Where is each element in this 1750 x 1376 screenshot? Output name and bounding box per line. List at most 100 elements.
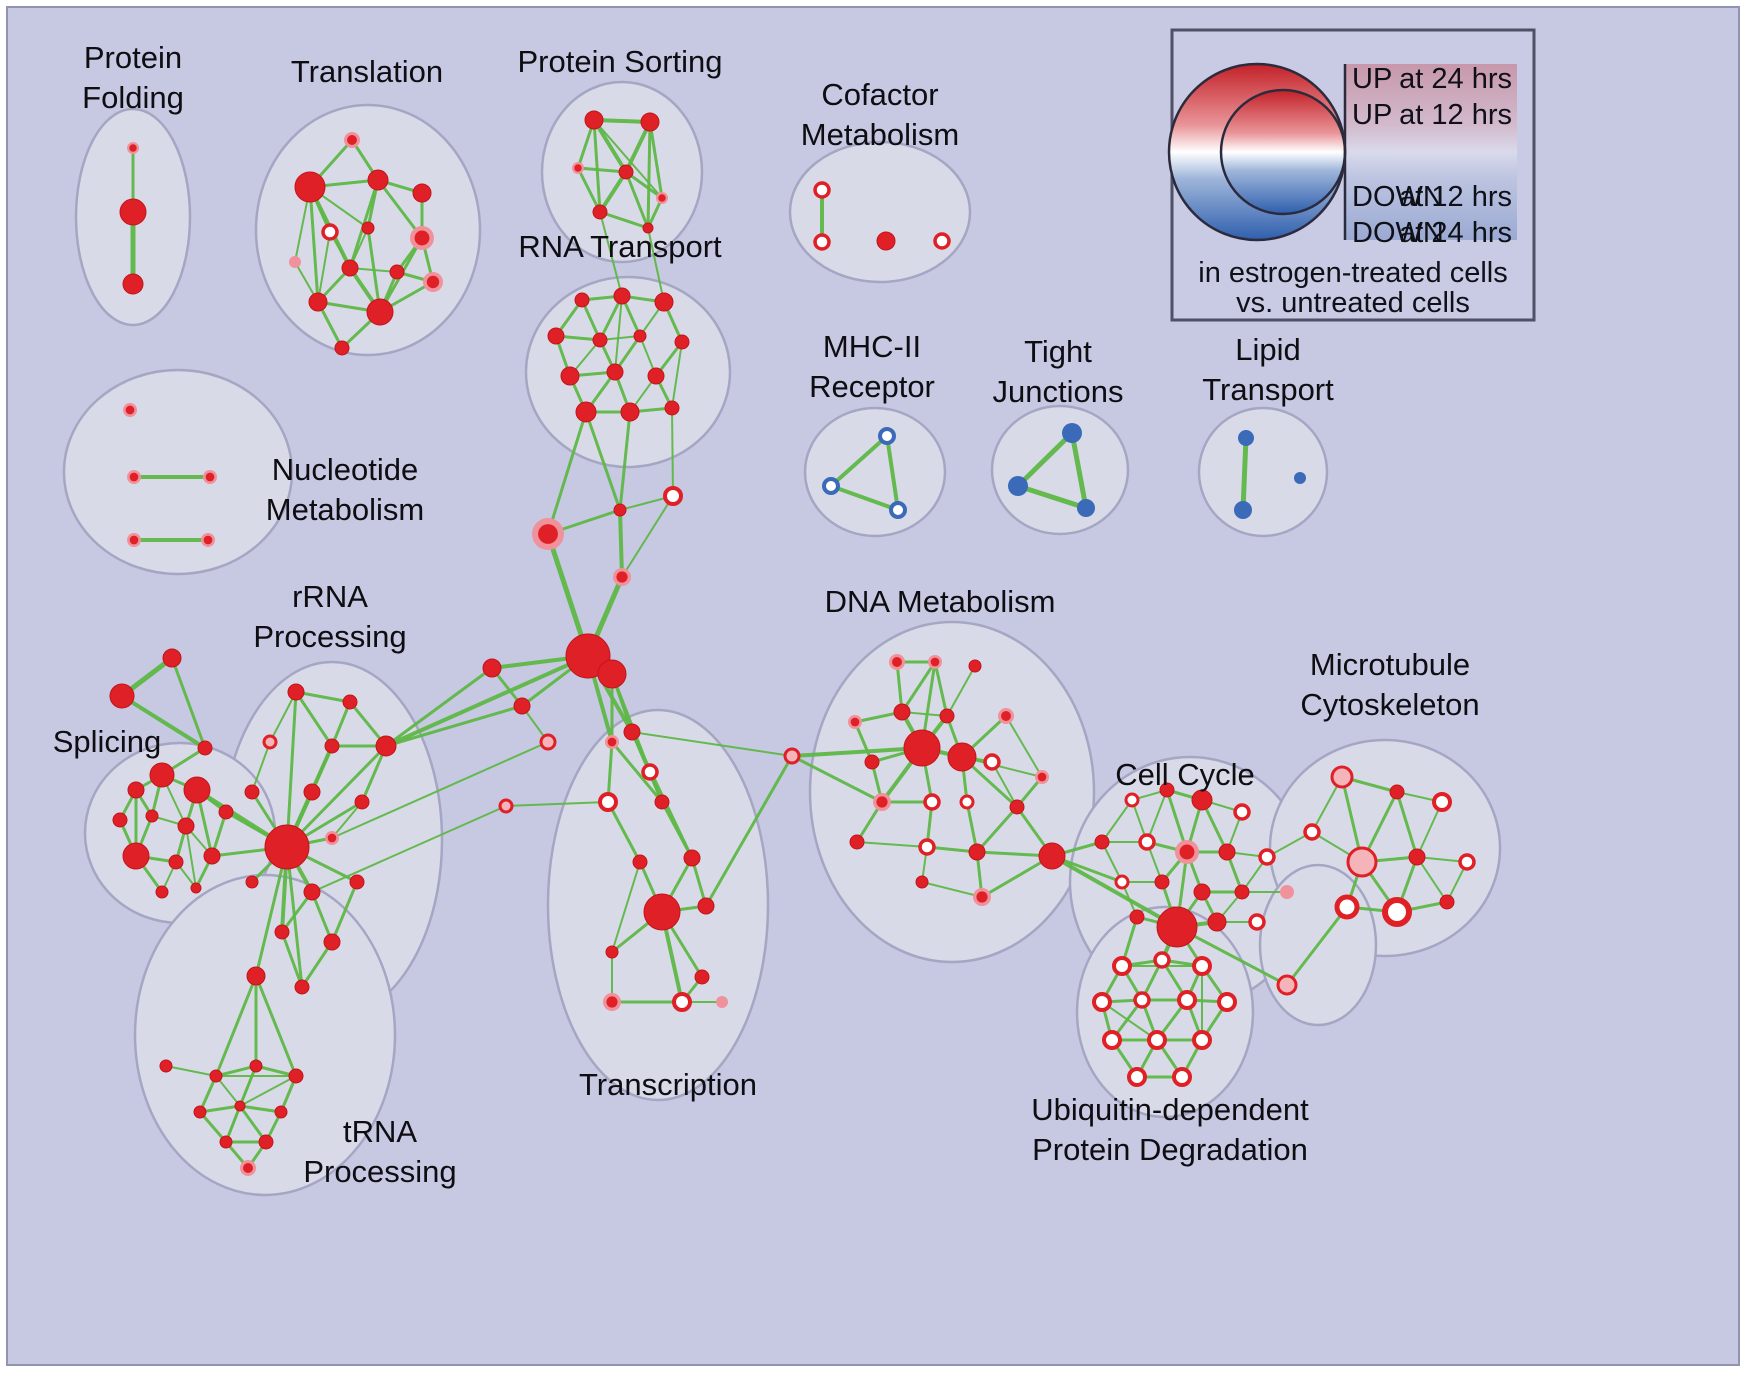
cluster-label-mhc-ii-receptor: MHC-II Receptor: [809, 329, 935, 404]
node-cm4: [933, 232, 951, 250]
node-tj1: [1062, 423, 1082, 443]
node-sp7: [218, 804, 234, 820]
node-dm20: [973, 888, 991, 906]
node-rt3: [654, 292, 674, 312]
node-hb4: [613, 568, 631, 586]
edge-rr8-rr10: [331, 801, 363, 839]
edge-rr14-rr16: [280, 930, 304, 989]
node-cc15: [1156, 906, 1198, 948]
node-lt3: [1294, 472, 1306, 484]
edge-tn2-tn3: [165, 1065, 217, 1077]
node-rt12: [620, 402, 640, 422]
node-ub5: [1133, 991, 1151, 1009]
edge-tl5-tl11: [317, 231, 331, 303]
edge-ps2-ps5: [648, 120, 664, 200]
node-tl3: [367, 169, 389, 191]
node-cc1: [1124, 792, 1140, 808]
node-tn5: [288, 1068, 304, 1084]
node-cc2: [1159, 782, 1175, 798]
legend-footnote-1: in estrogen-treated cells: [1198, 257, 1508, 289]
node-dm17: [849, 834, 865, 850]
edge-tn1-tn3: [214, 974, 258, 1078]
node-ps5: [656, 192, 668, 204]
node-cc12: [1193, 883, 1211, 901]
edge-rr12-rr15: [310, 890, 334, 944]
edge-ps1-ps4: [592, 118, 628, 174]
node-rr10: [325, 831, 339, 845]
node-cc3: [1191, 789, 1213, 811]
node-rr2: [342, 694, 358, 710]
edge-tc4-tc6: [660, 800, 694, 860]
node-tc12: [672, 992, 692, 1012]
node-dm5: [893, 703, 911, 721]
cluster-label-dna-metabolism: DNA Metabolism: [825, 584, 1056, 619]
edge-ps7-rt3: [647, 227, 665, 303]
node-tj3: [1077, 499, 1095, 517]
edge-tl2-tl11: [308, 185, 320, 304]
edge-ps2-ps7: [646, 120, 652, 230]
node-mt7: [1458, 853, 1476, 871]
node-ub2: [1153, 951, 1171, 969]
node-mt5: [1346, 846, 1378, 878]
node-ps3: [572, 162, 584, 174]
node-ub3: [1192, 956, 1212, 976]
edge-dm3-dm6: [946, 665, 976, 717]
edge-ps6-rt2: [599, 211, 623, 297]
edge-rr1-rr4: [294, 690, 334, 748]
node-rr4: [324, 738, 340, 754]
node-sp4: [112, 812, 128, 828]
edge-cn1-dm13: [790, 754, 884, 804]
edge-mh2-mh3: [829, 484, 900, 512]
edge-rr15-rr16: [300, 940, 334, 989]
node-ps2: [640, 112, 660, 132]
cluster-label-ubiquitin-degradation: Ubiquitin-dependent Protein Degradation: [1031, 1092, 1309, 1167]
edge-hb5-rr5: [384, 654, 590, 748]
node-mt4: [1303, 823, 1321, 841]
edge-hb10-cn1: [631, 731, 793, 757]
node-nm1: [123, 403, 137, 417]
node-rr9: [264, 824, 310, 870]
edge-dm20-cc0: [980, 854, 1054, 899]
node-mt10: [1439, 894, 1455, 910]
node-mt1: [1330, 765, 1354, 789]
cluster-label-trna-processing: tRNA Processing: [303, 1114, 456, 1189]
edge-mt0-mt8: [1285, 905, 1349, 987]
node-tl13: [423, 272, 443, 292]
node-rt4: [547, 327, 565, 345]
node-cc17: [1248, 913, 1266, 931]
node-tc3: [598, 792, 618, 812]
node-mt9: [1382, 897, 1412, 927]
node-hb1: [532, 518, 564, 550]
node-rt2: [613, 287, 631, 305]
edge-hb3-hb4: [621, 495, 674, 578]
node-pf3: [122, 273, 144, 295]
node-hb9: [539, 733, 557, 751]
edge-rt12-hb2: [618, 410, 632, 512]
node-tl1: [344, 132, 360, 148]
edge-dm2-dm5: [900, 660, 937, 714]
node-tc9: [605, 945, 619, 959]
legend-gradient-panel: [1345, 64, 1517, 240]
edge-tn6-tn7: [198, 1104, 242, 1114]
node-dm8: [903, 729, 941, 767]
node-cc5: [1094, 834, 1110, 850]
node-sp8: [122, 842, 150, 870]
node-cc7: [1175, 840, 1199, 864]
cluster-label-protein-sorting: Protein Sorting: [517, 44, 722, 79]
node-sp12: [190, 882, 202, 894]
edge-rr1-rr3: [269, 691, 297, 743]
node-cn1: [783, 747, 801, 765]
node-lt1: [1238, 430, 1254, 446]
node-tl2: [294, 171, 326, 203]
edge-tc3-tc5: [606, 800, 642, 864]
node-dm3: [968, 659, 982, 673]
node-tc8: [697, 897, 715, 915]
node-ft1: [162, 648, 182, 668]
legend-down-12-dir: DOWN: [1352, 181, 1444, 213]
node-ub9: [1147, 1030, 1167, 1050]
edge-mt3-mt6: [1416, 801, 1443, 858]
node-nm4: [127, 533, 141, 547]
edge-lt1-lt2: [1240, 435, 1249, 513]
